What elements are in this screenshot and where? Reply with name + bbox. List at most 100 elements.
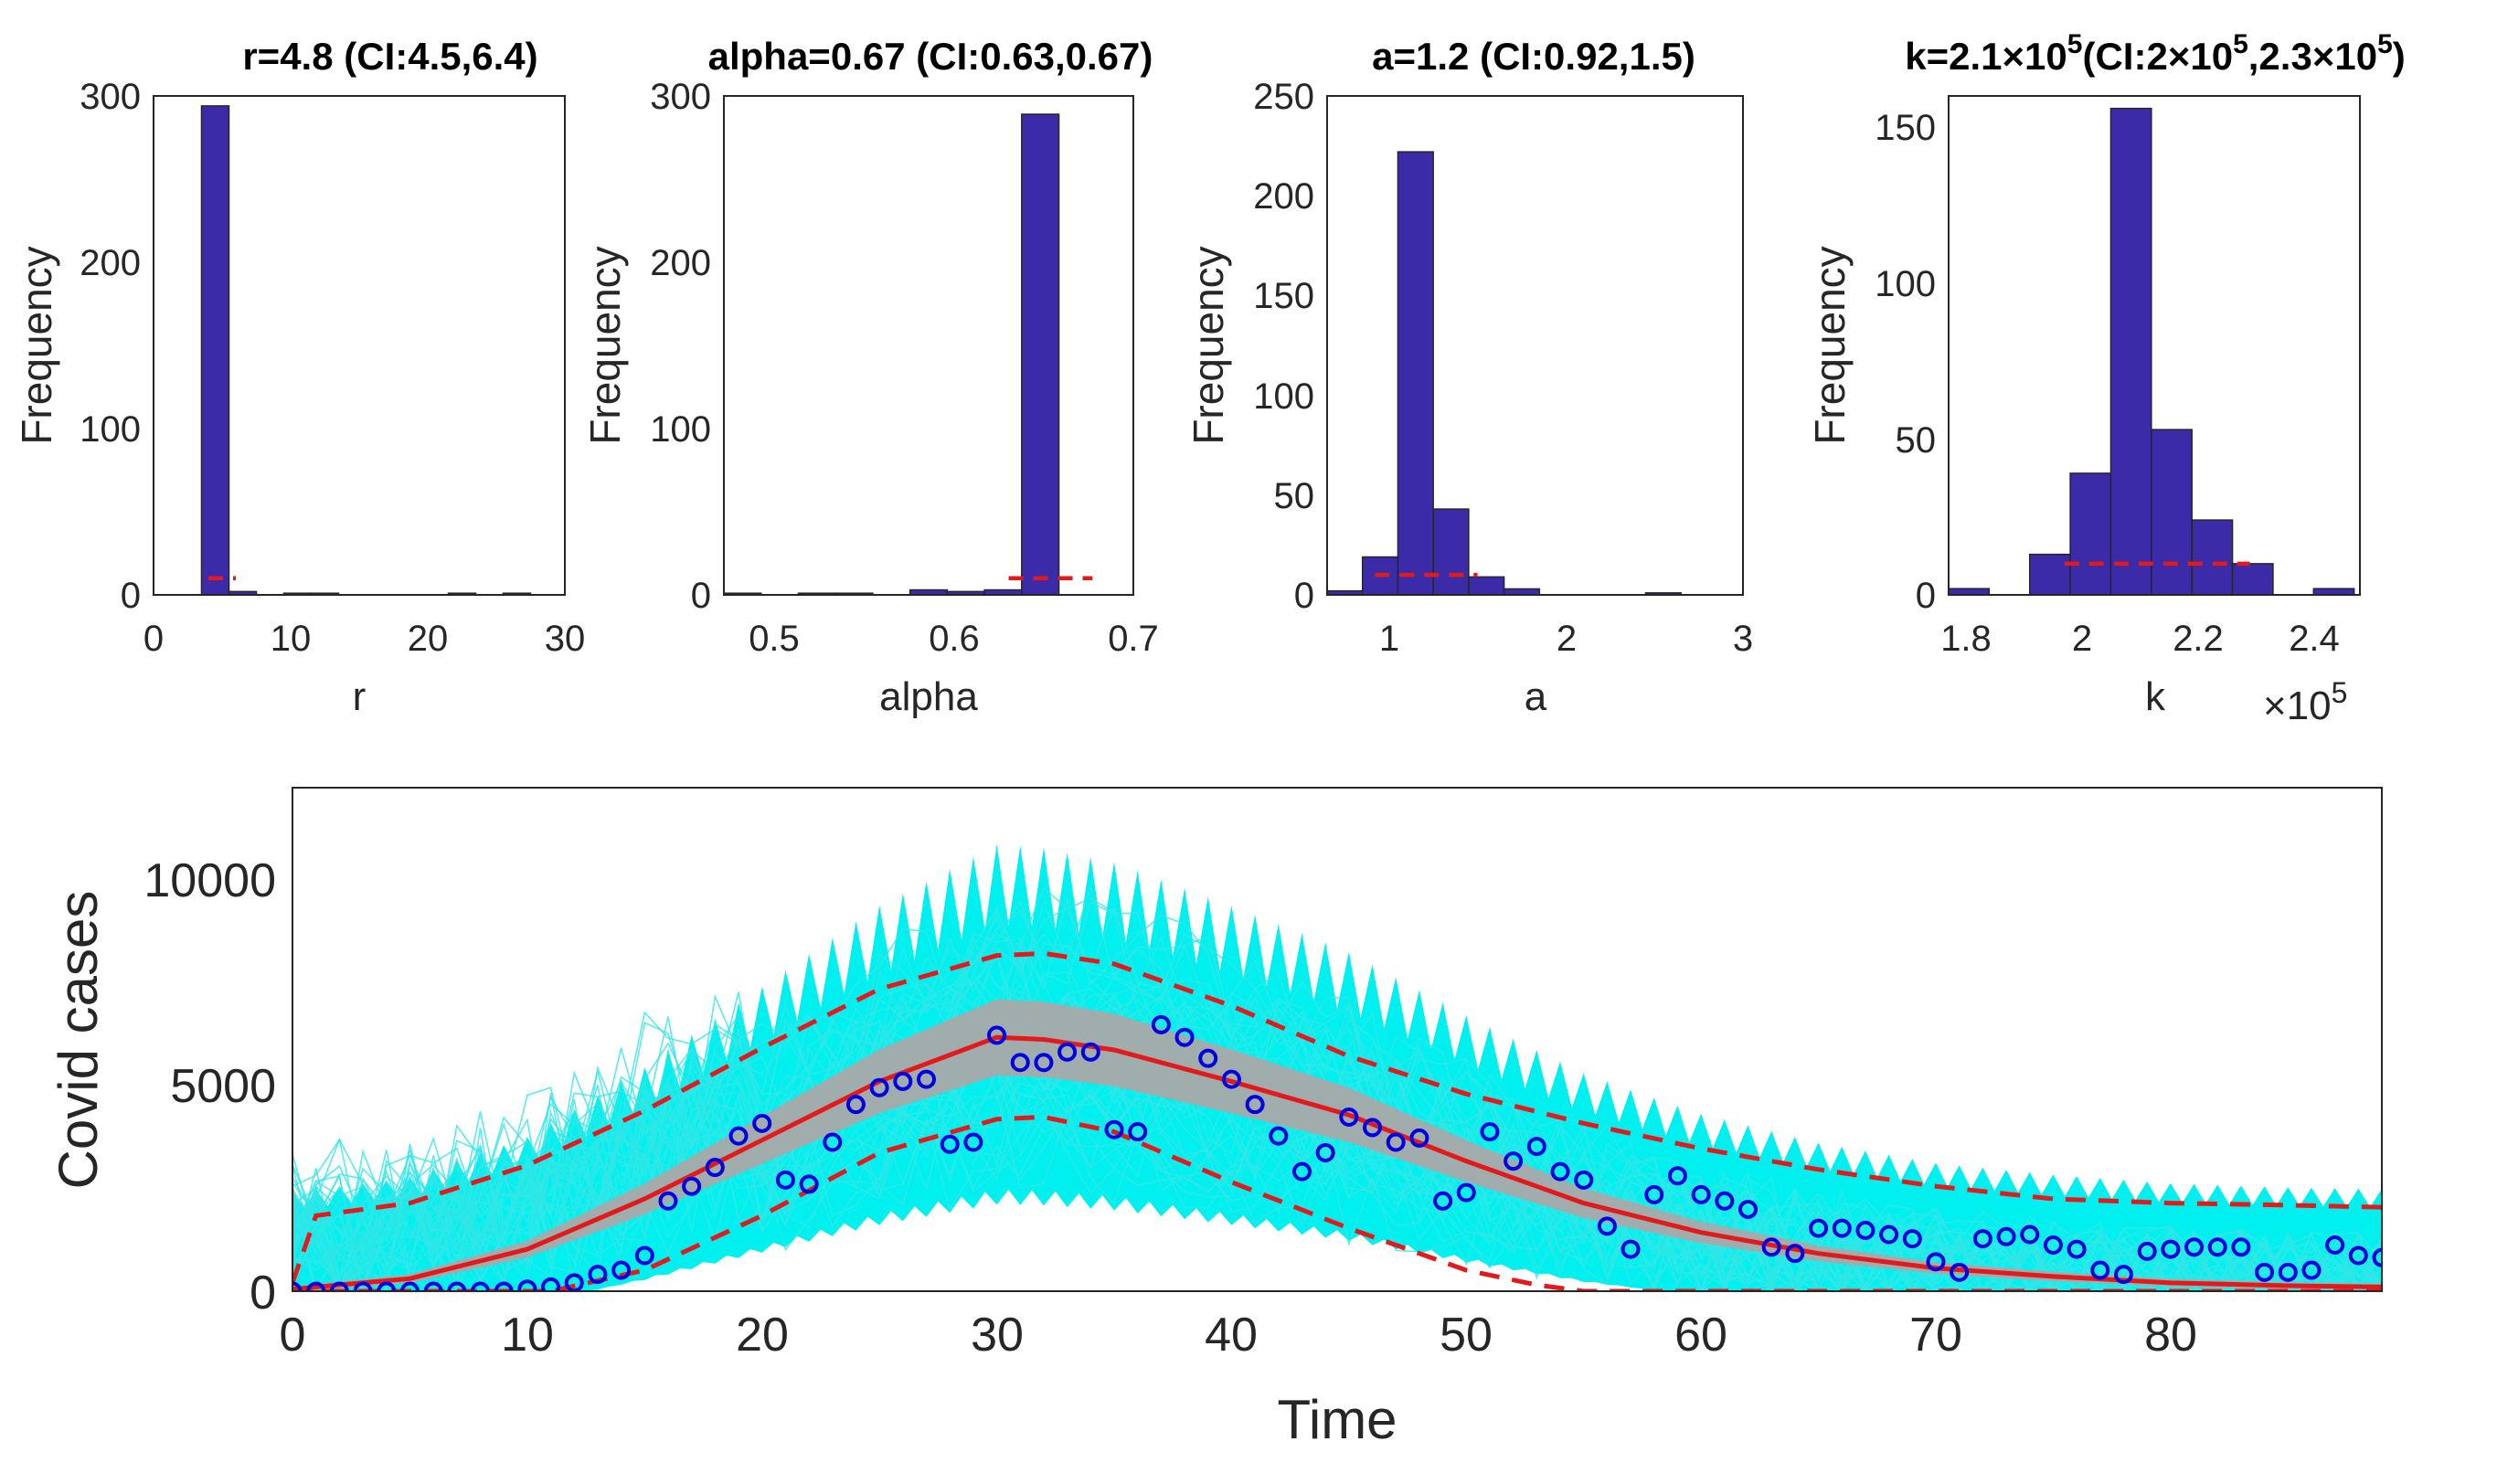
simulation-line [292,936,2382,1291]
observed-point [752,1113,772,1133]
hist-bar [1948,588,1991,596]
observed-point [2020,1224,2040,1245]
observed-point [1245,1095,1265,1115]
hist-k-xtick-2.2: 2.2 [2173,619,2224,659]
observed-point [517,1279,537,1291]
observed-point [2067,1239,2087,1259]
hist-alpha-ytick-200: 200 [650,243,711,283]
ts-xtick-70: 70 [1909,1309,1962,1362]
observed-point [423,1281,443,1291]
hist-bar [2028,553,2071,596]
observed-point [1409,1128,1429,1148]
observed-point [611,1260,632,1280]
hist-a-ytick-250: 250 [1253,77,1314,117]
hist-k-title-ci: (CI:2 [2082,35,2167,78]
observed-point [1972,1229,1992,1249]
observed-point [2278,1262,2298,1282]
hist-a-y-ticks: 0 50 100 150 200 250 [1253,77,1314,616]
observed-point [1034,1053,1054,1073]
ci-gray-band [292,999,2382,1291]
observed-point [1104,1119,1124,1140]
hist-k-multiplier-times: ×10 [2263,684,2332,728]
hist-r-title: r=4.8 (CI:4.5,6.4) [242,35,537,78]
timeseries-y-ticks: 0 5000 10000 [143,854,276,1320]
observed-point [634,1246,654,1266]
observed-point [1198,1048,1218,1068]
simulation-line [292,980,2382,1291]
hist-k-ylabel: Frequency [1806,246,1854,444]
hist-a-ytick-200: 200 [1253,176,1314,217]
observed-point [1644,1184,1664,1204]
observed-point [2184,1237,2205,1257]
observed-point [728,1126,749,1146]
observed-point [2348,1246,2368,1266]
lower-ci-line [292,1114,2382,1291]
observed-points [292,1014,2382,1291]
observed-point [1667,1166,1687,1186]
observed-point [1057,1042,1078,1062]
hist-k-title-times-3: ×10 [2312,35,2377,78]
hist-alpha-y-ticks: 0 100 200 300 [650,77,711,616]
observed-point [823,1132,843,1152]
observed-point [1174,1027,1195,1047]
hist-a-xtick-2: 2 [1557,619,1577,659]
hist-a-ylabel: Frequency [1185,246,1232,444]
observed-point [1620,1239,1641,1259]
hist-bar [1397,151,1434,596]
observed-point [2043,1235,2063,1255]
observed-point [377,1281,397,1291]
hist-k-title-times-2: ×10 [2168,35,2233,78]
observed-point [2372,1247,2382,1267]
hist-bar [200,105,230,596]
observed-point [682,1176,702,1196]
timeseries-panel: 0 10 20 30 40 50 60 70 80 0 5000 10000 T… [48,787,2383,1450]
observed-point [1926,1252,1946,1272]
timeseries-xlabel: Time [1277,1389,1397,1450]
ts-xtick-40: 40 [1205,1309,1258,1362]
hist-bar [2069,472,2112,596]
observed-point [1291,1161,1312,1182]
hist-k-ytick-50: 50 [1896,420,1937,461]
hist-r-bars [200,105,532,596]
timeseries-x-ticks: 0 10 20 30 40 50 60 70 80 [280,1309,2197,1362]
hist-alpha-title: alpha=0.67 (CI:0.63,0.67) [708,35,1153,78]
observed-point [1691,1184,1711,1204]
observed-point [1456,1182,1476,1203]
observed-point [353,1281,373,1291]
model-median-line [292,1034,2382,1291]
observed-point [494,1281,514,1291]
hist-k-xtick-2.4: 2.4 [2289,619,2340,659]
ts-ytick-5000: 5000 [170,1060,276,1113]
hist-k-bars [1948,107,2355,596]
hist-k-xtick-1.8: 1.8 [1940,619,1992,659]
simulation-line [292,1083,2382,1291]
observed-point [705,1158,725,1178]
simulation-line [292,938,2382,1291]
hist-k-ytick-0: 0 [1916,576,1936,616]
observed-point [399,1281,420,1291]
observed-point [1221,1069,1241,1089]
observed-point [1855,1220,1875,1240]
hist-k-ytick-100: 100 [1875,264,1936,304]
hist-alpha-xlabel: alpha [879,674,978,719]
timeseries-axes-frame [292,787,2383,1292]
hist-bar [2191,519,2234,596]
hist-panel-alpha: alpha=0.67 (CI:0.63,0.67) 0.5 0.6 0.7 0 … [581,35,1159,719]
hist-k-y-ticks: 0 50 100 150 [1875,108,1936,616]
observed-point [869,1077,889,1097]
hist-k-title-ci-end: ) [2393,35,2406,78]
observed-point [2137,1241,2157,1261]
hist-a-x-ticks: 1 2 3 [1379,619,1753,659]
observed-point [963,1132,983,1152]
hist-r-xlabel: r [353,674,367,719]
observed-point [845,1095,866,1115]
observed-point [1269,1126,1289,1146]
hist-panel-r: r=4.8 (CI:4.5,6.4) 0 10 20 30 0 100 200 … [13,35,585,719]
observed-point [2161,1239,2181,1259]
hist-r-xtick-20: 20 [408,619,449,659]
hist-a-title: a=1.2 (CI:0.92,1.5) [1372,35,1695,78]
hist-r-xtick-10: 10 [271,619,312,659]
observed-point [1550,1161,1570,1182]
hist-bar [2231,563,2274,596]
